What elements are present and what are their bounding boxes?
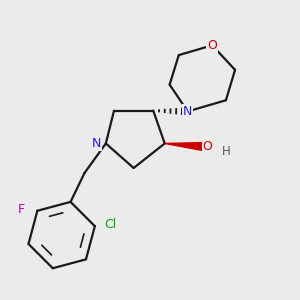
- Polygon shape: [165, 142, 206, 151]
- Text: N: N: [183, 105, 192, 118]
- Text: O: O: [202, 140, 212, 153]
- Text: N: N: [92, 137, 101, 150]
- Text: O: O: [207, 39, 217, 52]
- Text: F: F: [18, 202, 25, 216]
- Text: Cl: Cl: [104, 218, 117, 231]
- Text: H: H: [221, 145, 230, 158]
